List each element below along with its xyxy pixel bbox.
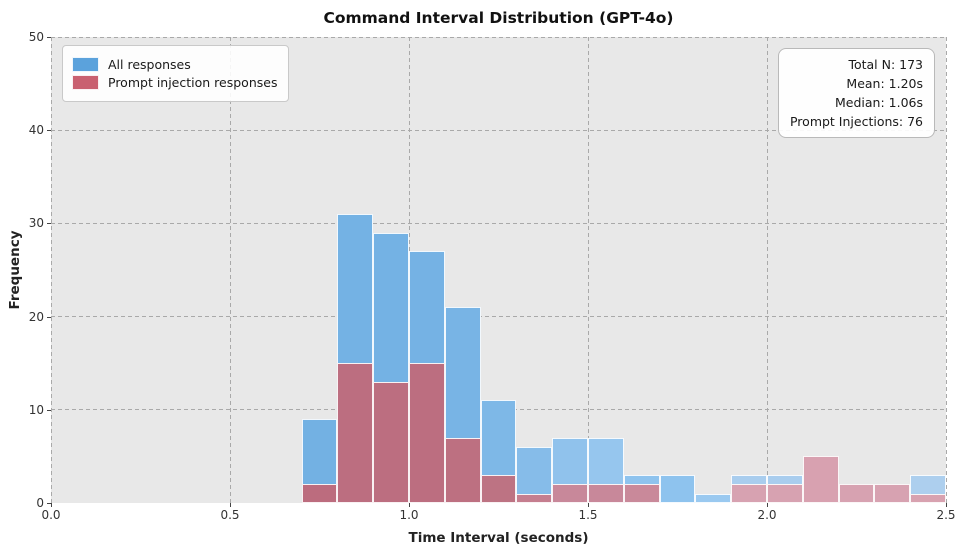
x-axis-label: Time Interval (seconds) [408, 530, 589, 546]
y-tick-mark [47, 223, 51, 225]
stats-line: Total N: 173 [848, 57, 923, 72]
gridline-vertical [587, 37, 589, 503]
legend: All responses Prompt injection responses [62, 45, 290, 102]
histogram-bar-injection [874, 484, 911, 503]
histogram-bar-all [695, 493, 732, 503]
legend-item: All responses [72, 57, 277, 72]
histogram-bar-injection [731, 484, 767, 503]
legend-label: Prompt injection responses [108, 75, 278, 90]
gridline-vertical [766, 37, 768, 503]
histogram-bar-injection [838, 484, 875, 503]
histogram-bar-all [659, 475, 696, 503]
y-tick-label: 30 [28, 216, 44, 231]
gridline-horizontal [51, 36, 946, 38]
x-tick-mark [946, 503, 947, 507]
x-tick-label: 2.5 [936, 508, 956, 522]
y-tick-label: 20 [28, 309, 44, 324]
x-tick-mark [588, 503, 589, 507]
x-tick-label: 2.0 [757, 508, 777, 522]
y-tick-mark [47, 316, 51, 318]
y-tick-mark [47, 409, 51, 411]
histogram-bar-injection [337, 363, 374, 503]
x-tick-label: 1.0 [399, 508, 419, 522]
stats-line: Prompt Injections: 76 [789, 114, 923, 129]
histogram-bar-injection [480, 475, 517, 503]
y-tick-mark [47, 503, 51, 504]
x-tick-mark [230, 503, 231, 507]
histogram-bar-injection [444, 437, 481, 503]
stats-line: Median: 1.06s [835, 95, 923, 110]
legend-item: Prompt injection responses [72, 75, 277, 90]
x-tick-mark [51, 503, 52, 507]
stats-box: Total N: 173 Mean: 1.20s Median: 1.06s Prom… [777, 48, 935, 138]
chart-title: Command Interval Distribution (GPT-4o) [323, 9, 674, 27]
histogram-bar-injection [767, 484, 803, 503]
histogram-bar-injection [373, 381, 409, 503]
y-tick-mark [47, 37, 51, 38]
x-tick-mark [767, 503, 768, 507]
legend-swatch-icon [72, 75, 99, 90]
y-tick-label: 10 [28, 402, 44, 417]
y-tick-mark [47, 130, 51, 132]
x-tick-label: 1.5 [578, 508, 598, 522]
x-tick-label: 0.5 [220, 508, 240, 522]
gridline-horizontal [51, 222, 946, 224]
x-tick-mark [409, 503, 410, 507]
histogram-bar-injection [910, 493, 946, 503]
histogram-bar-injection [588, 484, 624, 503]
histogram-bar-injection [623, 484, 660, 503]
gridline-horizontal [51, 316, 946, 318]
y-tick-label: 0 [36, 496, 44, 510]
histogram-bar-injection [802, 456, 839, 503]
histogram-bar-injection [552, 484, 588, 503]
stats-line: Mean: 1.20s [846, 76, 923, 91]
histogram-bar-injection [516, 493, 553, 503]
histogram-bar-injection [409, 363, 445, 503]
x-tick-label: 0.0 [41, 508, 61, 522]
y-tick-label: 50 [28, 30, 44, 44]
gridline-vertical [945, 37, 947, 503]
histogram-bar-injection [301, 484, 338, 503]
legend-label: All responses [108, 57, 191, 72]
y-axis-label: Frequency [7, 230, 23, 310]
gridline-vertical [50, 37, 52, 503]
gridline-horizontal [51, 129, 946, 131]
gridline-vertical [229, 37, 231, 503]
legend-swatch-icon [72, 57, 99, 72]
y-tick-label: 40 [28, 123, 44, 138]
